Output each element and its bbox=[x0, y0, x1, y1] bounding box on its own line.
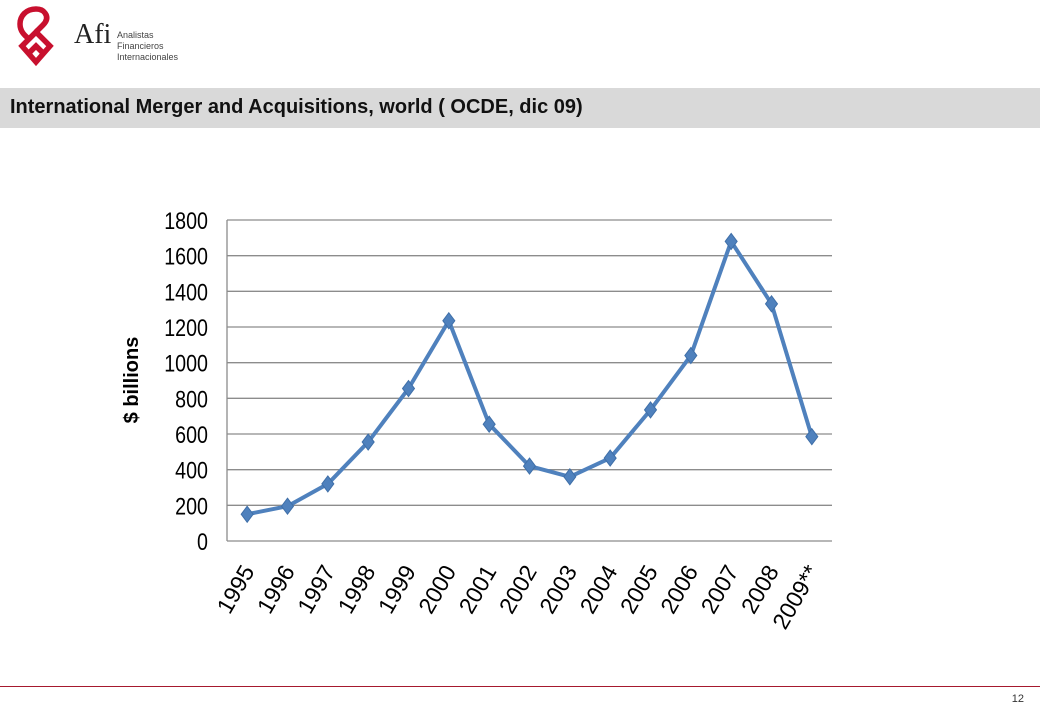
x-tick-label: 2006 bbox=[655, 561, 703, 618]
afi-logo-mark-icon bbox=[17, 6, 54, 67]
logo-wordmark: Afi bbox=[74, 19, 112, 50]
y-tick-label: 1200 bbox=[164, 314, 208, 341]
y-tick-label: 600 bbox=[175, 421, 208, 448]
x-tick-label: 1995 bbox=[211, 561, 259, 618]
data-point bbox=[603, 449, 617, 467]
x-tick-label: 2002 bbox=[494, 561, 542, 618]
chart-series bbox=[240, 232, 819, 524]
logo-sub-line: Internacionales bbox=[117, 52, 179, 62]
x-tick-label: 1996 bbox=[252, 561, 300, 618]
data-point bbox=[240, 505, 254, 524]
data-point bbox=[522, 457, 537, 475]
x-tick-label: 1997 bbox=[292, 561, 340, 618]
data-point bbox=[361, 433, 375, 451]
x-tick-label: 2005 bbox=[615, 561, 663, 618]
x-tick-labels: 1995199619971998199920002001200220032004… bbox=[211, 560, 824, 633]
data-point bbox=[401, 379, 416, 398]
y-tick-label: 200 bbox=[175, 492, 208, 519]
y-axis-label: $ billions bbox=[121, 337, 143, 424]
data-point bbox=[442, 311, 456, 330]
data-point bbox=[764, 294, 779, 313]
x-tick-label: 1998 bbox=[332, 561, 380, 618]
logo-subtitle: Analistas Financieros Internacionales bbox=[117, 30, 178, 63]
chart-grid bbox=[226, 219, 832, 542]
data-point bbox=[280, 497, 295, 516]
footer-divider bbox=[0, 686, 1040, 687]
y-tick-label: 800 bbox=[175, 385, 208, 412]
title-bar: International Merger and Acquisitions, w… bbox=[0, 88, 1040, 128]
y-tick-labels: 0 200 400 600 800 1000 1200 1400 1600 1800 bbox=[164, 207, 208, 555]
y-tick-label: 1400 bbox=[164, 278, 208, 305]
data-point bbox=[482, 415, 496, 434]
logo-sub-line: Analistas bbox=[117, 30, 154, 40]
data-point bbox=[724, 232, 738, 251]
data-point bbox=[563, 467, 577, 486]
page-number: 12 bbox=[1011, 693, 1024, 705]
x-tick-label: 2000 bbox=[413, 561, 461, 618]
data-point bbox=[643, 401, 658, 419]
data-point bbox=[684, 346, 698, 365]
logo-sub-line: Financieros bbox=[117, 41, 164, 51]
x-tick-label: 1999 bbox=[373, 561, 421, 618]
x-tick-label: 2004 bbox=[574, 560, 622, 617]
x-tick-label: 2003 bbox=[534, 561, 582, 618]
y-tick-label: 1600 bbox=[164, 243, 208, 270]
data-point bbox=[805, 427, 819, 446]
y-tick-label: 1800 bbox=[164, 207, 208, 234]
y-tick-label: 1000 bbox=[164, 350, 208, 377]
x-tick-label: 2001 bbox=[453, 561, 501, 618]
y-tick-label: 400 bbox=[175, 457, 208, 484]
afi-logo: Afi Analistas Financieros Internacionale… bbox=[14, 5, 204, 75]
y-tick-label: 0 bbox=[197, 528, 208, 555]
page-title: International Merger and Acquisitions, w… bbox=[10, 96, 583, 118]
data-point bbox=[321, 475, 335, 493]
x-tick-label: 2007 bbox=[695, 561, 743, 618]
